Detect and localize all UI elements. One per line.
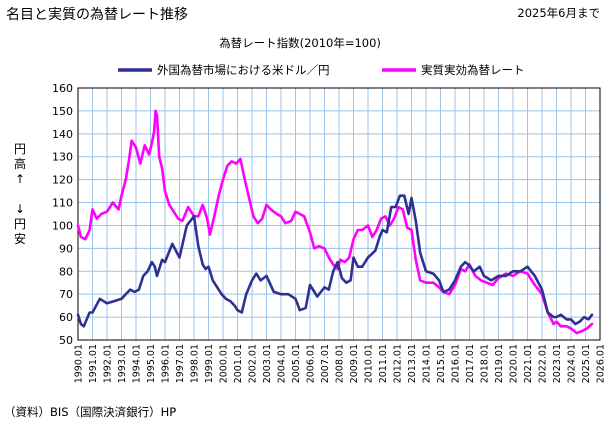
series-layer: [76, 109, 594, 335]
chart-subtitle: 為替レート指数(2010年=100): [219, 36, 381, 50]
x-tick-label: 2018.01: [480, 344, 491, 383]
x-tick-label: 2008.01: [335, 344, 346, 383]
x-tick-label: 2020.01: [509, 344, 520, 383]
x-tick-label: 2026.01: [596, 344, 607, 383]
x-tick-label: 1990.01: [74, 344, 85, 383]
x-tick-label: 2024.01: [567, 344, 578, 383]
x-tick-label: 2013.01: [407, 344, 418, 383]
x-tick-label: 1994.01: [132, 344, 143, 383]
x-tick-label: 2011.01: [378, 344, 389, 383]
x-tick-label: 1997.01: [175, 344, 186, 383]
x-tick-label: 2012.01: [393, 344, 404, 383]
y-tick-label: 80: [59, 265, 73, 278]
y-tick-label: 70: [59, 288, 73, 301]
x-tick-label: 2016.01: [451, 344, 462, 383]
y-tick-label: 120: [52, 174, 73, 187]
x-tick-label: 2022.01: [538, 344, 549, 383]
x-tick-label: 2023.01: [552, 344, 563, 383]
y-label-yen-appreciation: 円高↑: [14, 142, 26, 186]
legend-nominal-label: 外国為替市場における米ドル／円: [157, 63, 330, 77]
x-tick-label: 2007.01: [320, 344, 331, 383]
chart-main-title: 名目と実質の為替レート推移: [6, 7, 188, 23]
x-tick-label: 1996.01: [161, 344, 172, 383]
y-tick-label: 140: [52, 128, 73, 141]
legend: 外国為替市場における米ドル／円 実質実効為替レート: [118, 63, 525, 77]
x-tick-label: 2006.01: [306, 344, 317, 383]
date-note: 2025年6月まで: [517, 6, 600, 20]
x-tick-label: 1991.01: [88, 344, 99, 383]
y-axis-label: 円高↑ ↓円安: [14, 142, 26, 246]
x-tick-label: 2014.01: [422, 344, 433, 383]
y-tick-label: 60: [59, 311, 73, 324]
x-tick-label: 1998.01: [190, 344, 201, 383]
x-axis: 1990.01 1991.01 1992.01 1993.01 1994.01 1995.…: [74, 344, 607, 383]
y-tick-label: 130: [52, 151, 73, 164]
y-axis: 50 60 70 80 90 100 110 120 130 140 150 160: [52, 82, 73, 347]
source-note: （資料）BIS（国際決済銀行）HP: [4, 405, 176, 419]
x-tick-label: 2025.01: [581, 344, 592, 383]
x-tick-label: 2005.01: [291, 344, 302, 383]
x-tick-label: 1995.01: [146, 344, 157, 383]
x-tick-label: 2010.01: [364, 344, 375, 383]
x-tick-label: 2003.01: [262, 344, 273, 383]
series-line-real: [76, 109, 594, 335]
x-tick-label: 2017.01: [465, 344, 476, 383]
x-tick-label: 2004.01: [277, 344, 288, 383]
plot-frame: [77, 87, 601, 341]
x-tick-label: 1992.01: [103, 344, 114, 383]
series-line-nominal: [76, 194, 594, 328]
y-tick-label: 160: [52, 82, 73, 95]
y-label-yen-depreciation: ↓円安: [14, 202, 26, 246]
x-tick-label: 2009.01: [349, 344, 360, 383]
x-tick-label: 2002.01: [248, 344, 259, 383]
y-tick-label: 110: [52, 197, 73, 210]
x-tick-label: 2019.01: [494, 344, 505, 383]
y-tick-label: 50: [59, 334, 73, 347]
y-tick-label: 100: [52, 219, 73, 232]
legend-real-label: 実質実効為替レート: [421, 63, 525, 77]
x-tick-label: 2021.01: [523, 344, 534, 383]
x-tick-label: 1999.01: [204, 344, 215, 383]
y-tick-label: 150: [52, 105, 73, 118]
y-tick-label: 90: [59, 242, 73, 255]
x-tick-label: 1993.01: [117, 344, 128, 383]
x-tick-label: 2001.01: [233, 344, 244, 383]
x-tick-label: 2000.01: [219, 344, 230, 383]
x-tick-label: 2015.01: [436, 344, 447, 383]
